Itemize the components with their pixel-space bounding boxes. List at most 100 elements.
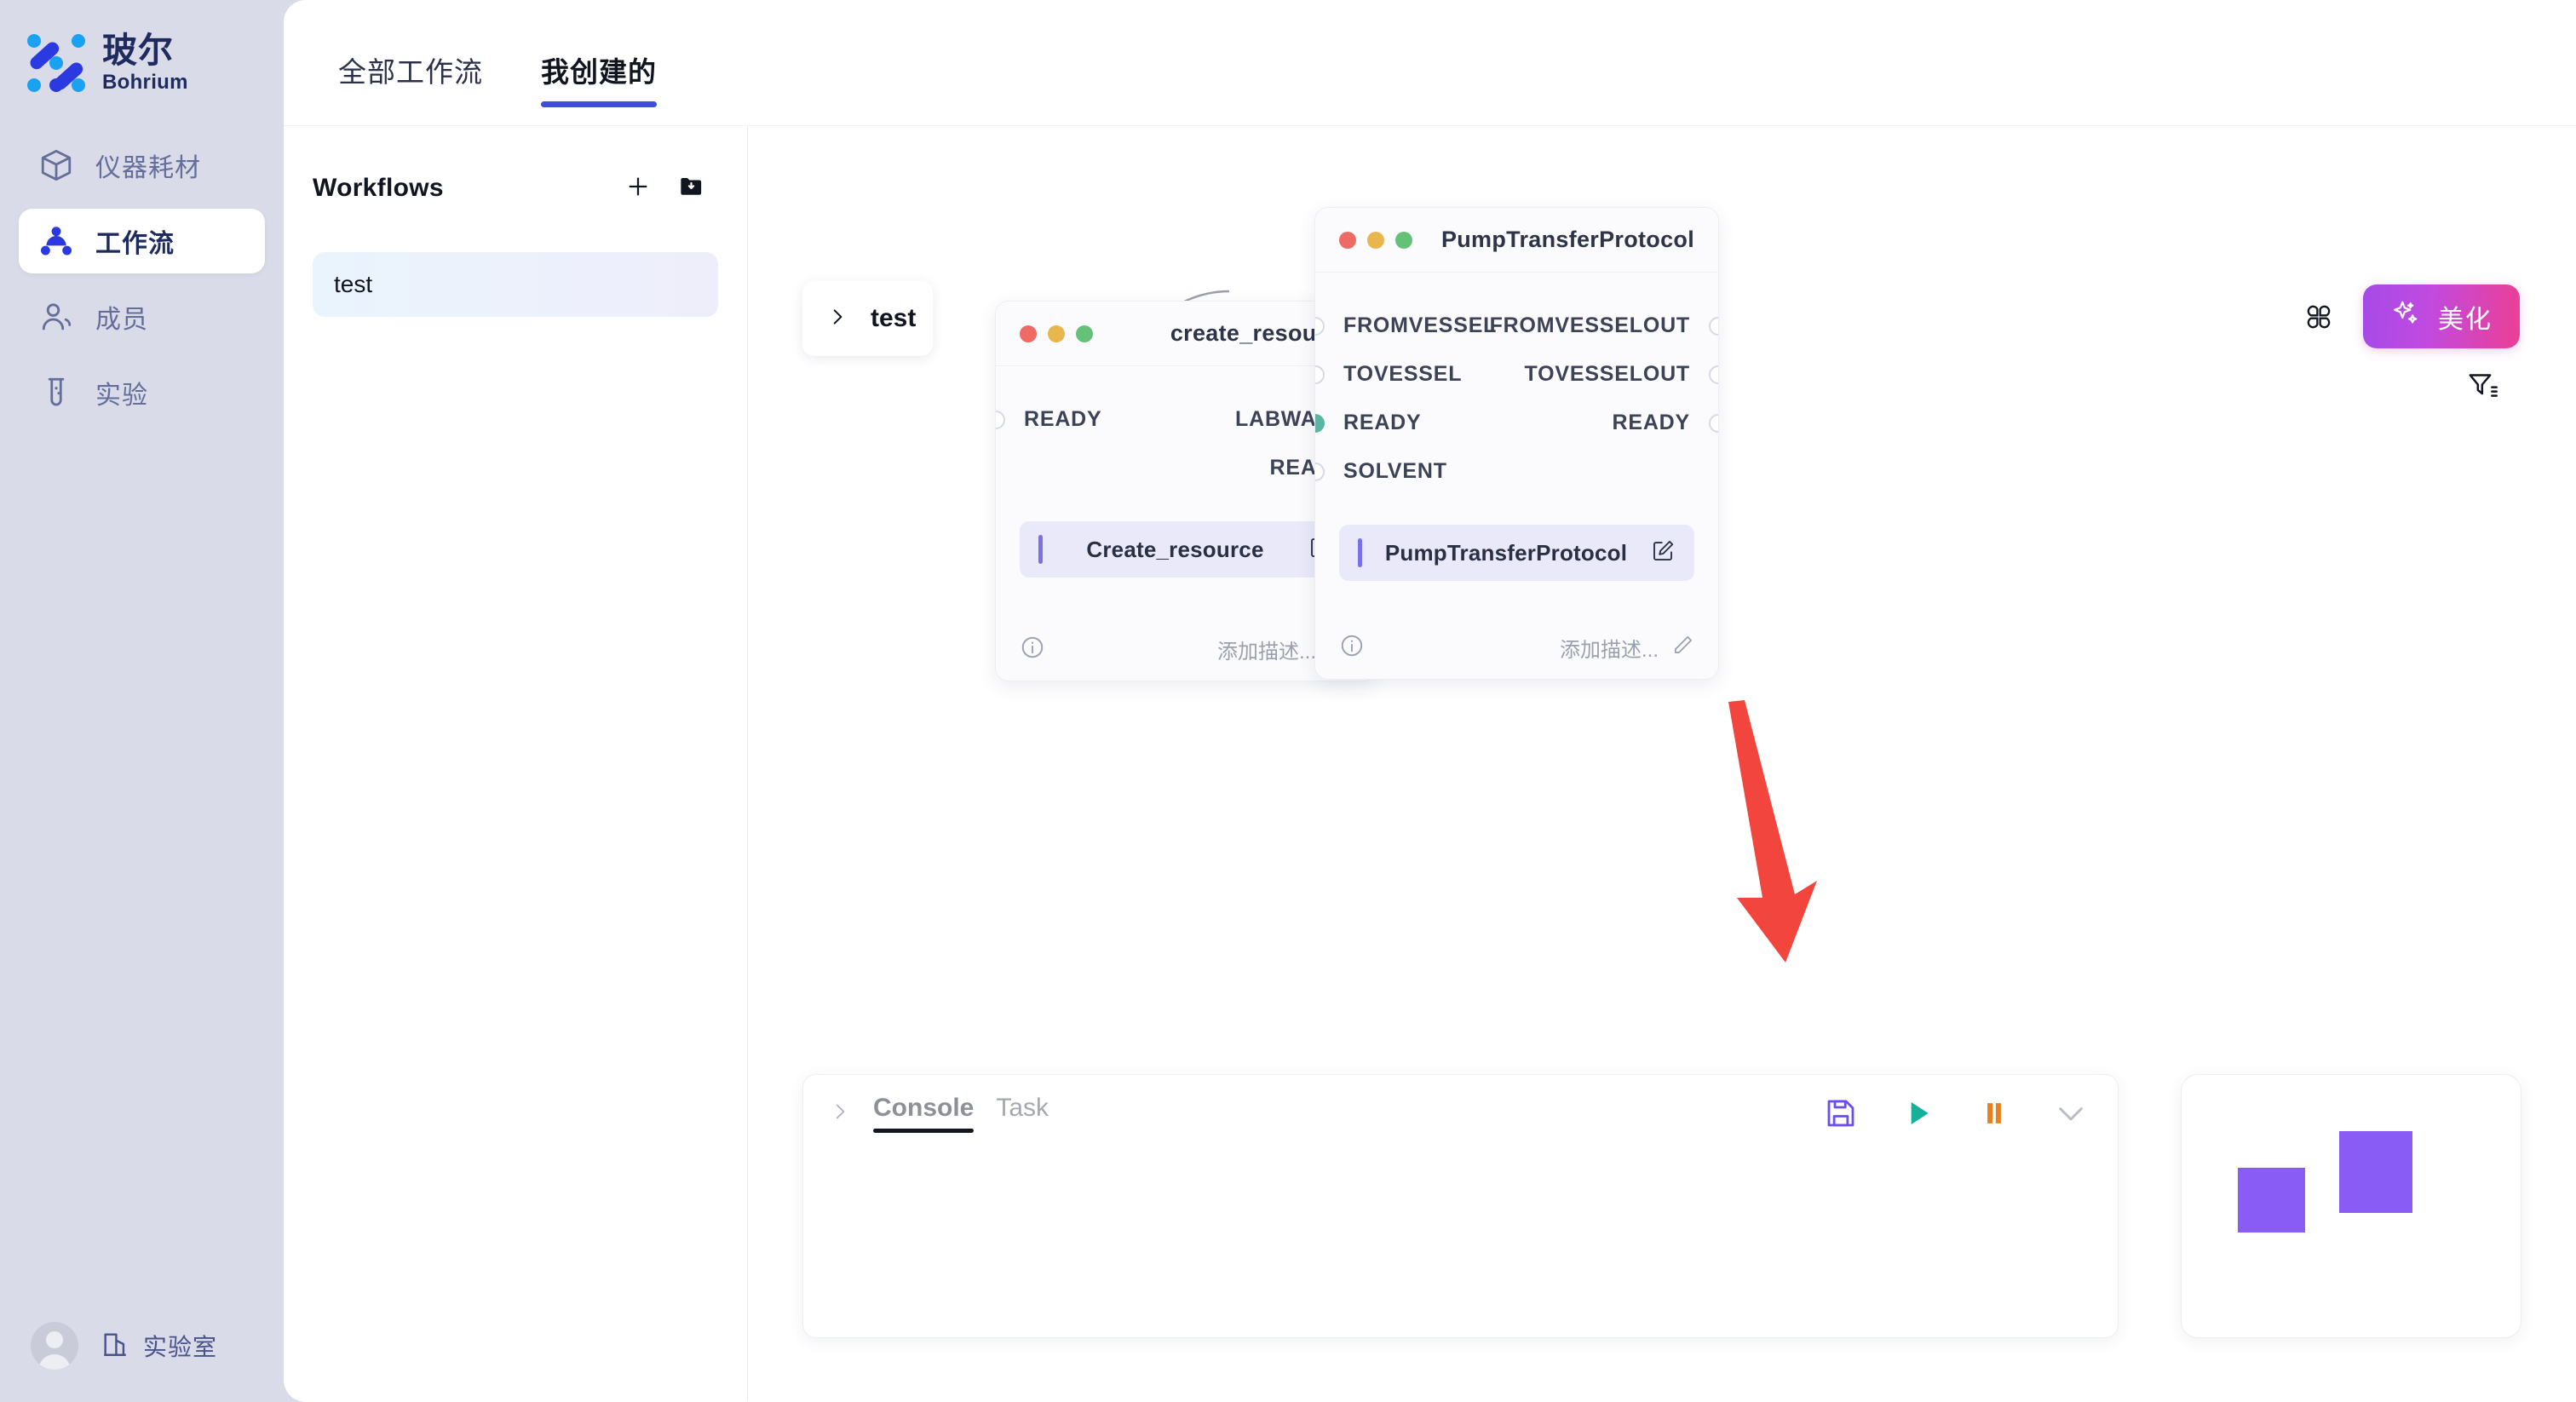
- maximize-light-icon[interactable]: [1395, 231, 1412, 249]
- port-label: READY: [1343, 411, 1422, 434]
- beautify-button[interactable]: 美化: [2363, 284, 2520, 348]
- workflows-panel: Workflows: [284, 126, 748, 1401]
- port-dot-icon[interactable]: [1315, 462, 1325, 481]
- tab-all-workflows[interactable]: 全部工作流: [338, 56, 483, 88]
- sparkle-icon: [2390, 298, 2421, 336]
- workflow-node[interactable]: create_resource READY LABWARE: [995, 301, 1377, 681]
- input-port[interactable]: READY: [1315, 411, 1422, 435]
- pause-icon[interactable]: [1978, 1097, 2010, 1129]
- sidebar: 玻尔 Bohrium 仪器耗材: [0, 0, 284, 1402]
- port-row: TOVESSEL TOVESSELOUT: [1315, 350, 1718, 399]
- edit-square-icon[interactable]: [1650, 538, 1676, 568]
- node-description[interactable]: 添加描述...: [1560, 633, 1694, 663]
- sidebar-item-members[interactable]: 成员: [19, 284, 265, 349]
- port-label: FROMVESSEL: [1343, 313, 1498, 337]
- console-expand-icon[interactable]: [829, 1100, 851, 1127]
- workflow-node[interactable]: PumpTransferProtocol FROMVESSEL FROMVESS…: [1314, 207, 1719, 680]
- filter-funnel-icon[interactable]: [2465, 369, 2499, 403]
- sidebar-item-workflow[interactable]: 工作流: [19, 209, 265, 273]
- canvas-toolbar: 美化: [2300, 284, 2520, 348]
- info-circle-icon[interactable]: [1339, 633, 1365, 663]
- clover-grid-icon[interactable]: [2300, 298, 2337, 336]
- port-dot-icon[interactable]: [1709, 316, 1718, 336]
- plus-icon: [624, 173, 652, 204]
- window-lights: [1020, 325, 1093, 342]
- play-icon[interactable]: [1901, 1096, 1935, 1130]
- info-circle-icon[interactable]: [1020, 635, 1045, 664]
- port-dot-icon[interactable]: [1315, 316, 1325, 336]
- import-workflow-button[interactable]: [664, 166, 718, 210]
- workflows-title: Workflows: [313, 174, 444, 202]
- description-placeholder: 添加描述...: [1216, 640, 1316, 664]
- node-titlebar[interactable]: create_resource: [996, 302, 1376, 366]
- close-light-icon[interactable]: [1020, 325, 1037, 342]
- save-icon[interactable]: [1823, 1095, 1859, 1131]
- lab-switcher[interactable]: 实验室: [101, 1329, 217, 1363]
- sidebar-item-experiment[interactable]: 实验: [19, 360, 265, 425]
- port-label: READY: [1024, 407, 1102, 431]
- node-footer: 添加描述...: [1315, 616, 1718, 679]
- tab-task[interactable]: Task: [996, 1094, 1049, 1122]
- sidebar-item-instruments[interactable]: 仪器耗材: [19, 133, 265, 198]
- tab-console[interactable]: Console: [873, 1094, 975, 1133]
- user-avatar-icon[interactable]: [31, 1322, 78, 1370]
- port-dot-icon[interactable]: [996, 410, 1005, 429]
- port-dot-icon[interactable]: [1315, 365, 1325, 384]
- console-header: Console Task: [803, 1075, 2118, 1133]
- port-dot-icon[interactable]: [1315, 413, 1325, 433]
- sidebar-nav: 仪器耗材 工作流: [0, 133, 284, 425]
- chip-accent-bar: [1358, 538, 1362, 567]
- chevron-right-icon[interactable]: [826, 306, 848, 332]
- close-light-icon[interactable]: [1339, 231, 1356, 249]
- node-ports: READY LABWARE READY: [996, 366, 1376, 492]
- port-row: FROMVESSEL FROMVESSELOUT: [1315, 302, 1718, 350]
- main-body: Workflows: [284, 126, 2576, 1401]
- minimize-light-icon[interactable]: [1367, 231, 1384, 249]
- workflow-canvas[interactable]: test: [748, 126, 2576, 1401]
- port-dot-icon[interactable]: [1709, 413, 1718, 433]
- tab-my-created[interactable]: 我创建的: [541, 49, 657, 107]
- node-action-chip[interactable]: Create_resource: [1020, 521, 1352, 577]
- lab-label: 实验室: [143, 1334, 218, 1360]
- sidebar-item-label: 仪器耗材: [95, 154, 201, 182]
- brand-name-en: Bohrium: [102, 71, 188, 94]
- window-lights: [1339, 231, 1412, 249]
- folder-download-icon: [678, 173, 704, 204]
- minimize-light-icon[interactable]: [1048, 325, 1065, 342]
- input-port[interactable]: TOVESSEL: [1315, 362, 1462, 387]
- breadcrumb-label: test: [871, 304, 917, 332]
- output-port[interactable]: TOVESSELOUT: [1525, 362, 1718, 387]
- input-port[interactable]: READY: [996, 407, 1102, 432]
- port-row: SOLVENT: [1315, 447, 1718, 496]
- workflows-actions: [611, 166, 718, 210]
- workflows-header: Workflows: [313, 158, 718, 218]
- node-description[interactable]: 添加描述...: [1217, 635, 1352, 664]
- node-action-chip[interactable]: PumpTransferProtocol: [1339, 525, 1694, 581]
- list-item[interactable]: test: [313, 252, 718, 317]
- port-label: TOVESSEL: [1343, 362, 1463, 386]
- workflow-item-label: test: [334, 271, 373, 297]
- console-panel: Console Task: [802, 1074, 2119, 1338]
- chevron-down-icon[interactable]: [2053, 1095, 2089, 1131]
- sidebar-item-label: 工作流: [95, 230, 175, 258]
- beautify-label: 美化: [2438, 305, 2493, 334]
- input-port[interactable]: FROMVESSEL: [1315, 313, 1497, 338]
- sidebar-item-label: 成员: [95, 306, 148, 334]
- description-placeholder: 添加描述...: [1559, 638, 1659, 662]
- brand[interactable]: 玻尔 Bohrium: [0, 0, 284, 101]
- port-dot-icon[interactable]: [1709, 365, 1718, 384]
- add-workflow-button[interactable]: [611, 166, 664, 210]
- output-port[interactable]: READY: [1612, 411, 1718, 435]
- node-titlebar[interactable]: PumpTransferProtocol: [1315, 208, 1718, 273]
- maximize-light-icon[interactable]: [1076, 325, 1093, 342]
- breadcrumb[interactable]: test: [802, 281, 933, 356]
- node-title: PumpTransferProtocol: [1440, 227, 1694, 252]
- workflows-list: test: [313, 252, 718, 317]
- input-port[interactable]: SOLVENT: [1315, 459, 1447, 484]
- output-port[interactable]: FROMVESSELOUT: [1490, 313, 1718, 338]
- pencil-icon[interactable]: [1670, 634, 1694, 662]
- canvas-minimap[interactable]: [2181, 1074, 2521, 1338]
- port-label: SOLVENT: [1343, 459, 1447, 483]
- chip-accent-bar: [1038, 535, 1043, 564]
